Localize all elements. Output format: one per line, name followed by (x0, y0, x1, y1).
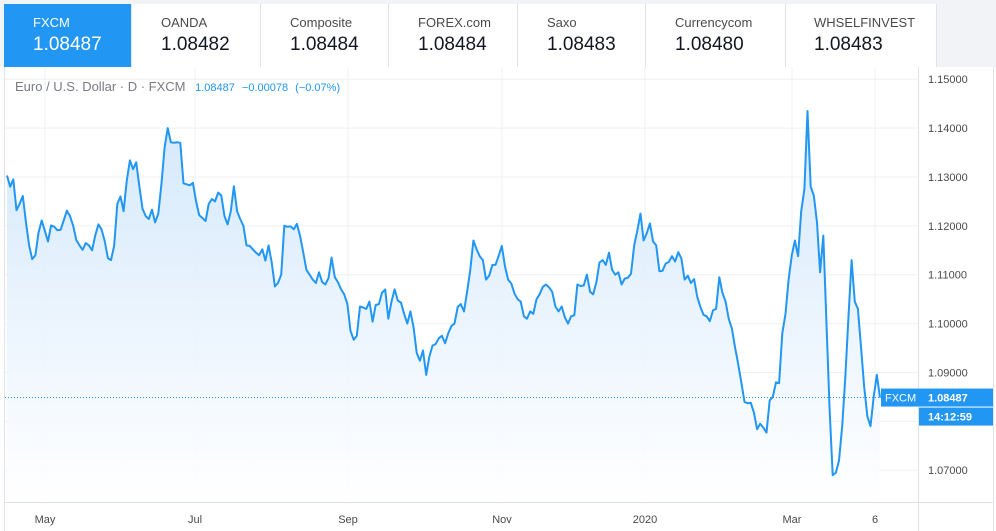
price-chart-canvas[interactable]: 1.15000 1.14000 1.13000 1.12000 1.11000 1.100… (5, 67, 993, 531)
tab-source-name: Composite (290, 15, 353, 30)
price-axis-tick-label: 1.11000 (928, 270, 967, 282)
price-axis-tick-label: 1.10000 (928, 319, 968, 331)
source-tab-oanda[interactable]: OANDA 1.08482 (132, 4, 261, 67)
time-axis-tick-label: 6 (872, 514, 878, 526)
countdown-tag-box (919, 407, 993, 426)
tab-source-name: FXCM (33, 15, 70, 30)
time-axis-tick-label: Nov (492, 514, 512, 526)
time-axis-tick-label: Mar (783, 514, 802, 526)
source-tab-currencycom[interactable]: Currencycom 1.08480 (646, 4, 786, 67)
tab-source-name: WHSELFINVEST (814, 15, 916, 30)
symbol-title: Euro / U.S. Dollar · D · FXCM (15, 79, 186, 94)
tab-source-price: 1.08483 (547, 34, 616, 55)
price-axis-tick-label: 1.13000 (928, 172, 968, 184)
tab-source-name: Saxo (547, 15, 577, 30)
price-axis-tick-label: 1.14000 (928, 123, 968, 135)
tab-source-name: OANDA (161, 15, 208, 30)
legend-change: −0.00078 (241, 82, 289, 94)
time-axis[interactable]: May Jul Sep Nov 2020 Mar 6 (35, 514, 878, 526)
legend-values: 1.08487 −0.00078 (−0.07%) (195, 82, 344, 94)
tab-source-price: 1.08484 (418, 34, 487, 55)
source-tabs: FXCM 1.08487 OANDA 1.08482 Composite 1.0… (0, 0, 996, 67)
last-price-tag: FXCM 1.08487 14:12:59 (881, 388, 993, 426)
price-axis-tick-label: 1.15000 (928, 74, 968, 86)
price-area-fill (7, 111, 880, 502)
legend-change-percent: (−0.07%) (295, 82, 341, 94)
last-price-tag-box (881, 388, 993, 407)
tab-source-price: 1.08480 (675, 34, 744, 55)
source-tab-whselfinvest[interactable]: WHSELFINVEST 1.08483 (786, 4, 937, 67)
time-axis-tick-label: 2020 (633, 514, 657, 526)
price-axis-tick-label: 1.07000 (928, 465, 968, 477)
time-axis-tick-label: Jul (188, 514, 202, 526)
price-chart[interactable]: 1.15000 1.14000 1.13000 1.12000 1.11000 1.100… (4, 67, 994, 531)
chart-legend[interactable]: Euro / U.S. Dollar · D · FXCM 1.08487 −0… (15, 79, 344, 94)
price-axis-tick-label: 1.09000 (928, 367, 968, 379)
tab-source-price: 1.08483 (814, 34, 883, 55)
tab-source-price: 1.08484 (290, 34, 359, 55)
last-price-tag-source: FXCM (885, 393, 916, 405)
price-axis-tick-label: 1.12000 (928, 221, 968, 233)
last-price-tag-value: 1.08487 (928, 393, 968, 405)
source-tab-composite[interactable]: Composite 1.08484 (261, 4, 389, 67)
source-tab-forex-com[interactable]: FOREX.com 1.08484 (389, 4, 518, 67)
time-axis-tick-label: May (35, 514, 56, 526)
source-tab-fxcm[interactable]: FXCM 1.08487 (4, 4, 132, 67)
tab-source-name: FOREX.com (418, 15, 491, 30)
tab-source-name: Currencycom (675, 15, 753, 30)
price-line (6, 110, 881, 477)
tab-source-price: 1.08482 (161, 34, 230, 55)
price-axis[interactable]: 1.15000 1.14000 1.13000 1.12000 1.11000 1.100… (928, 74, 968, 477)
tab-source-price: 1.08487 (33, 34, 102, 55)
source-tab-saxo[interactable]: Saxo 1.08483 (518, 4, 646, 67)
legend-last-price: 1.08487 (195, 82, 235, 94)
time-axis-tick-label: Sep (338, 514, 358, 526)
countdown-tag-time: 14:12:59 (928, 412, 972, 424)
